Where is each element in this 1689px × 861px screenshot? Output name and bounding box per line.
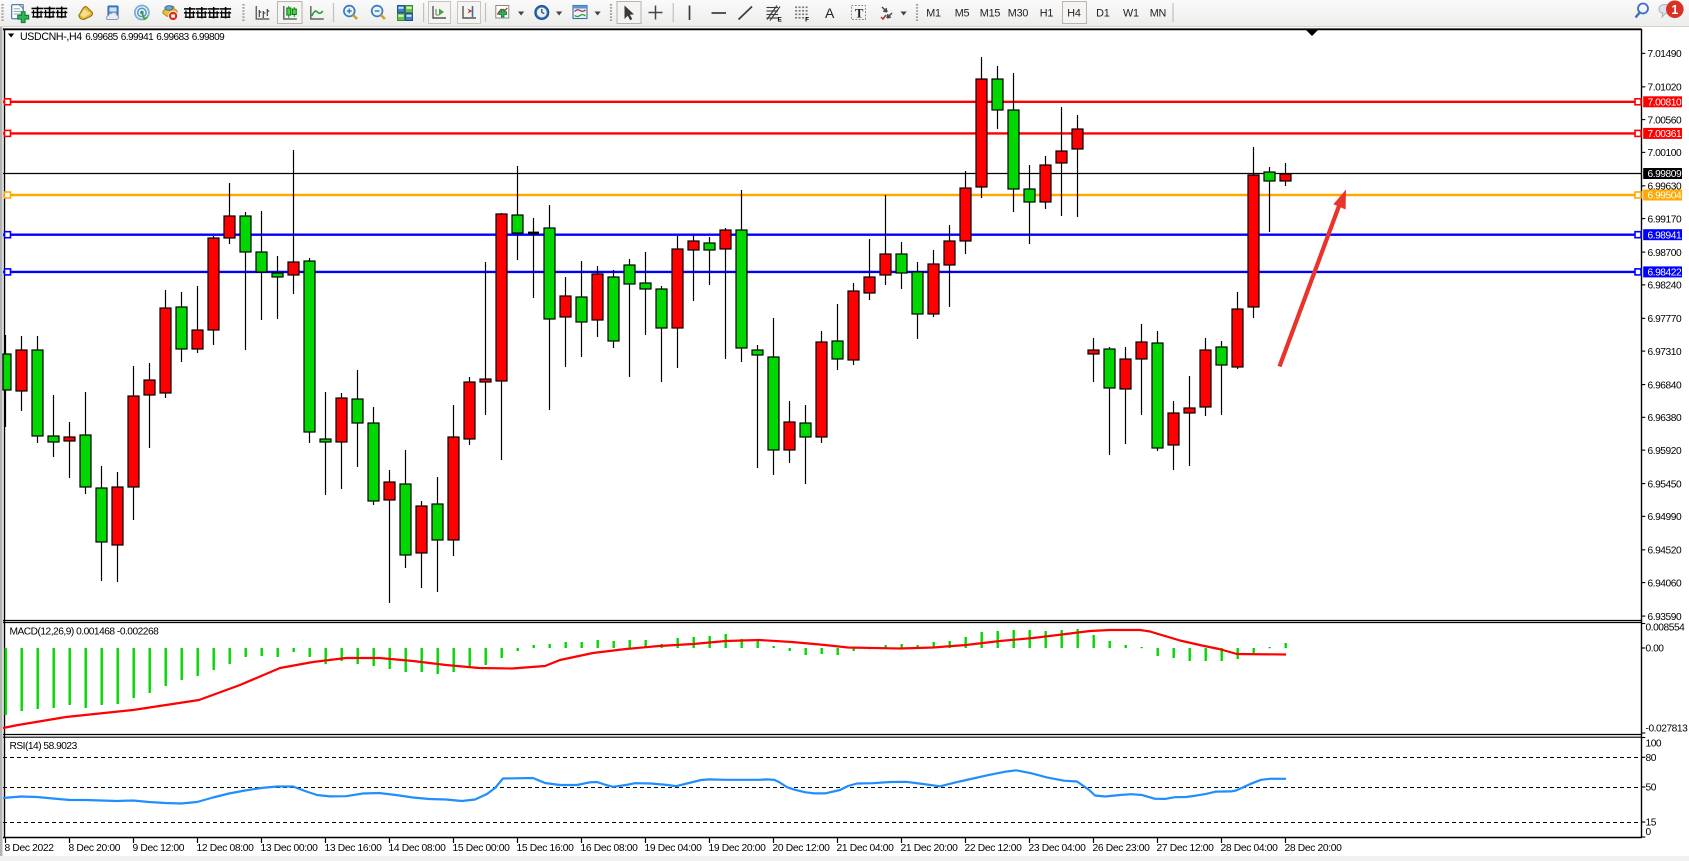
svg-text:6.97310: 6.97310 [1648,347,1682,358]
svg-text:M1: M1 [926,8,941,20]
svg-text:RSI(14) 58.9023: RSI(14) 58.9023 [10,741,78,752]
svg-text:H4: H4 [1067,8,1081,20]
svg-text:19 Dec 04:00: 19 Dec 04:00 [645,843,703,854]
svg-text:6.99809: 6.99809 [1648,169,1682,180]
svg-text:6.99809: 6.99809 [192,32,225,43]
svg-text:T: T [855,7,864,21]
svg-text:7.01490: 7.01490 [1648,49,1682,60]
svg-text:USDCNH-,H4: USDCNH-,H4 [20,31,82,43]
svg-text:6.99170: 6.99170 [1648,214,1682,225]
svg-text:6.98240: 6.98240 [1648,281,1682,292]
svg-text:8 Dec 2022: 8 Dec 2022 [5,843,55,854]
svg-text:0.008554: 0.008554 [1646,623,1686,634]
svg-text:13 Dec 16:00: 13 Dec 16:00 [325,843,383,854]
svg-text:MN: MN [1150,8,1166,20]
svg-text:0: 0 [1646,827,1652,838]
svg-text:6.99630: 6.99630 [1648,182,1682,193]
svg-text:13 Dec 00:00: 13 Dec 00:00 [261,843,319,854]
svg-text:W1: W1 [1123,8,1139,20]
svg-text:50: 50 [1646,783,1657,794]
svg-text:15 Dec 00:00: 15 Dec 00:00 [453,843,511,854]
svg-text:27 Dec 12:00: 27 Dec 12:00 [1157,843,1215,854]
svg-text:6.96840: 6.96840 [1648,380,1682,391]
svg-text:6.98941: 6.98941 [1648,230,1682,241]
svg-text:7.00810: 7.00810 [1648,98,1682,109]
svg-text:19 Dec 20:00: 19 Dec 20:00 [709,843,767,854]
svg-text:6.94990: 6.94990 [1648,512,1682,523]
svg-text:6.93590: 6.93590 [1648,612,1682,623]
svg-text:16 Dec 08:00: 16 Dec 08:00 [581,843,639,854]
svg-text:21 Dec 04:00: 21 Dec 04:00 [837,843,895,854]
svg-text:M15: M15 [980,8,1001,20]
svg-text:12 Dec 08:00: 12 Dec 08:00 [197,843,255,854]
svg-text:6.94520: 6.94520 [1648,546,1682,557]
svg-text:A: A [825,5,835,21]
svg-text:6.96380: 6.96380 [1648,413,1682,424]
svg-text:0.00: 0.00 [1646,644,1665,655]
svg-text:7.00361: 7.00361 [1648,129,1682,140]
svg-text:6.97770: 6.97770 [1648,314,1682,325]
svg-text:6.95920: 6.95920 [1648,446,1682,457]
svg-text:6.99504: 6.99504 [1648,191,1682,202]
svg-text:28 Dec 20:00: 28 Dec 20:00 [1285,843,1343,854]
svg-text:6.99941: 6.99941 [121,32,154,43]
svg-text:-0.027813: -0.027813 [1646,723,1689,734]
svg-text:6.95450: 6.95450 [1648,479,1682,490]
svg-text:28 Dec 04:00: 28 Dec 04:00 [1221,843,1279,854]
svg-text:6.98700: 6.98700 [1648,248,1682,259]
svg-text:9 Dec 12:00: 9 Dec 12:00 [133,843,185,854]
svg-text:F: F [805,17,809,24]
svg-text:22 Dec 12:00: 22 Dec 12:00 [965,843,1023,854]
svg-text:M5: M5 [955,8,970,20]
svg-text:100: 100 [1646,739,1662,750]
svg-text:26 Dec 23:00: 26 Dec 23:00 [1093,843,1151,854]
svg-text:80: 80 [1646,753,1657,764]
svg-text:23 Dec 04:00: 23 Dec 04:00 [1029,843,1087,854]
svg-text:M30: M30 [1008,8,1029,20]
svg-text:E: E [778,17,783,24]
svg-text:6.99683: 6.99683 [156,32,189,43]
svg-text:D1: D1 [1096,8,1110,20]
svg-text:21 Dec 20:00: 21 Dec 20:00 [901,843,959,854]
svg-text:8 Dec 20:00: 8 Dec 20:00 [69,843,121,854]
svg-text:15 Dec 16:00: 15 Dec 16:00 [517,843,575,854]
svg-text:7.00560: 7.00560 [1648,115,1682,126]
svg-text:6.98422: 6.98422 [1648,268,1682,279]
svg-text:15: 15 [1646,818,1657,829]
svg-text:20 Dec 12:00: 20 Dec 12:00 [773,843,831,854]
svg-text:7.01020: 7.01020 [1648,83,1682,94]
svg-text:6.94060: 6.94060 [1648,578,1682,589]
svg-text:1: 1 [1671,3,1678,17]
svg-text:MACD(12,26,9) 0.001468 -0.0022: MACD(12,26,9) 0.001468 -0.002268 [10,627,160,638]
svg-text:H1: H1 [1040,8,1054,20]
svg-text:14 Dec 08:00: 14 Dec 08:00 [389,843,447,854]
svg-text:6.99685: 6.99685 [85,32,118,43]
svg-text:7.00100: 7.00100 [1648,148,1682,159]
